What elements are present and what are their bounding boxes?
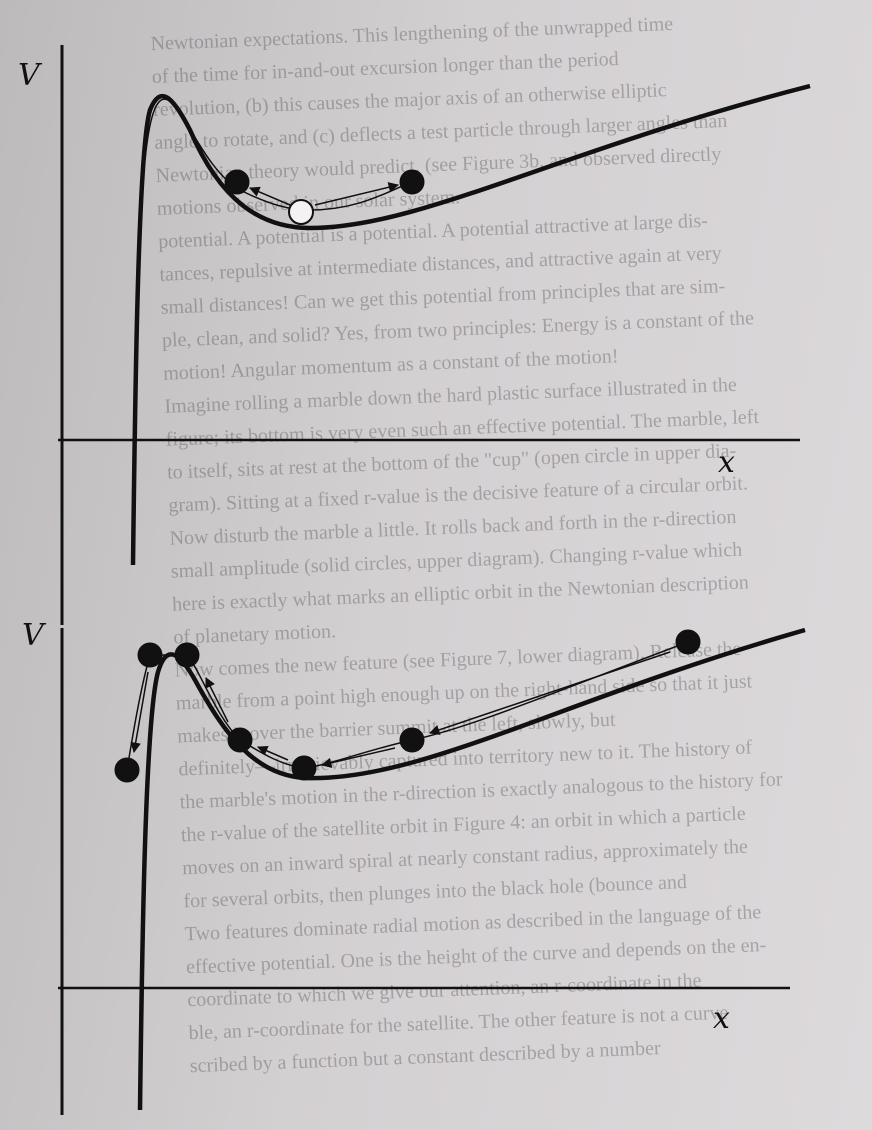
potential-curve [137, 627, 806, 1111]
arrow [130, 671, 149, 754]
marble [399, 169, 425, 195]
arrow [257, 745, 289, 761]
path-line [144, 98, 411, 211]
arrow [320, 747, 396, 768]
marble [114, 757, 140, 783]
arrow [429, 651, 671, 735]
x-label: x [713, 1001, 730, 1036]
marble [227, 727, 253, 753]
lower-diagram: V x [22, 618, 806, 1115]
arrow [314, 182, 400, 206]
marble [675, 629, 701, 655]
marble-rest [288, 199, 314, 225]
y-label: V [18, 58, 43, 93]
arrow [205, 677, 229, 723]
potential-curve [130, 83, 811, 566]
upper-diagram: V x [18, 45, 811, 625]
marble [174, 642, 200, 668]
marble [224, 169, 250, 195]
marble [291, 755, 317, 781]
arrow [249, 186, 291, 206]
x-label: x [718, 445, 735, 480]
y-label: V [22, 618, 47, 653]
marble [399, 727, 425, 753]
marble [137, 642, 163, 668]
